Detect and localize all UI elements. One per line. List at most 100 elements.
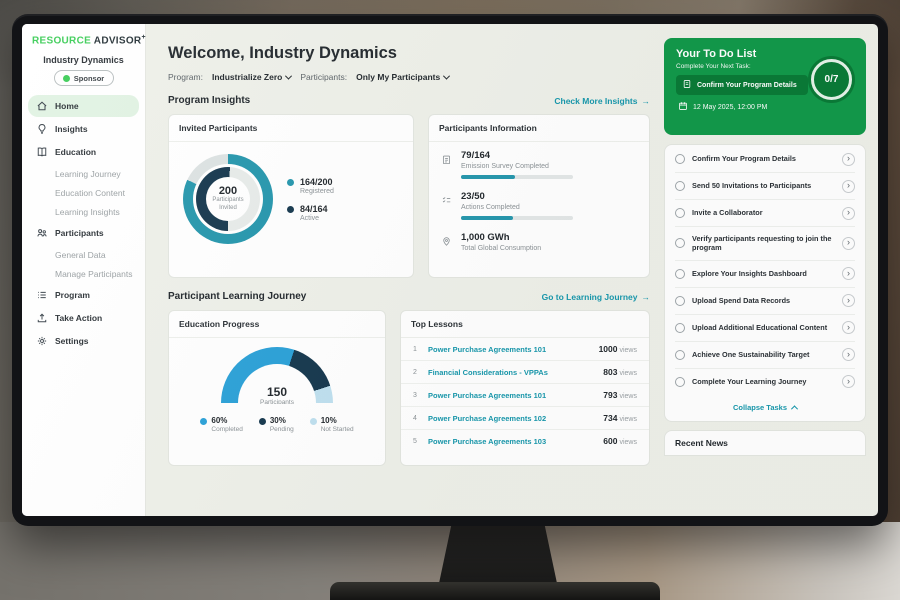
checkbox-icon[interactable]	[675, 181, 685, 191]
go-to-learning-journey-link[interactable]: Go to Learning Journey →	[542, 292, 650, 302]
participants-filter-value: Only My Participants	[356, 72, 441, 82]
top-lessons-card: Top Lessons 1 Power Purchase Agreements …	[400, 310, 650, 466]
sidebar-item-education-content[interactable]: Education Content	[55, 187, 125, 198]
legend-value: 164/200	[300, 176, 333, 187]
sidebar-item-general-data[interactable]: General Data	[55, 249, 106, 260]
gear-icon	[36, 335, 48, 347]
task-label: Achieve One Sustainability Target	[692, 349, 810, 359]
donut-center-value: 200	[218, 185, 238, 198]
chevron-right-icon[interactable]: ›	[842, 179, 855, 193]
info-label: Actions Completed	[461, 204, 520, 211]
recent-news-header[interactable]: Recent News	[664, 429, 866, 456]
checkbox-icon[interactable]	[675, 238, 685, 249]
gauge-center-value: 150	[266, 385, 288, 399]
chevron-right-icon[interactable]: ›	[842, 348, 855, 362]
legend-item-not-started: 10% Not Started	[309, 416, 354, 433]
dashboard-screen: RESOURCE ADVISOR+ Industry Dynamics Spon…	[22, 24, 878, 516]
chevron-right-icon[interactable]: ›	[842, 206, 855, 220]
info-value: 23/50	[461, 191, 485, 202]
home-icon	[36, 100, 48, 112]
sidebar-item-take-action[interactable]: Take Action	[28, 307, 139, 329]
task-item[interactable]: Invite a Collaborator ›	[675, 200, 855, 227]
chevron-right-icon[interactable]: ›	[842, 321, 855, 335]
task-label: Upload Spend Data Records	[692, 295, 791, 305]
lesson-rank: 2	[413, 368, 417, 376]
chevron-right-icon[interactable]: ›	[842, 236, 855, 250]
teal-dot-icon	[287, 178, 294, 186]
legend-item-active: 84/164 Active	[287, 204, 334, 222]
info-label: Emission Survey Completed	[461, 163, 549, 170]
sidebar-item-settings[interactable]: Settings	[28, 330, 139, 352]
lesson-link[interactable]: Power Purchase Agreements 102	[428, 413, 547, 423]
sidebar-item-home[interactable]: Home	[28, 95, 139, 118]
chevron-right-icon[interactable]: ›	[842, 152, 855, 166]
lesson-row: 5 Power Purchase Agreements 103 600 views	[401, 430, 649, 452]
task-item[interactable]: Explore Your Insights Dashboard ›	[675, 261, 855, 288]
lesson-row: 2 Financial Considerations - VPPAs 803 vi…	[401, 361, 649, 384]
sidebar-item-label: Program	[55, 290, 90, 301]
progress-bar	[461, 216, 573, 220]
checkbox-icon[interactable]	[675, 268, 685, 279]
task-item[interactable]: Achieve One Sustainability Target ›	[675, 342, 855, 369]
task-item[interactable]: Confirm Your Program Details ›	[675, 146, 855, 173]
document-icon	[682, 79, 692, 91]
program-filter-dropdown[interactable]: Industrialize Zero	[212, 72, 293, 82]
legend-value: 10%	[320, 416, 337, 425]
views-suffix: views	[619, 370, 637, 377]
task-item[interactable]: Upload Spend Data Records ›	[675, 288, 855, 315]
checkbox-icon[interactable]	[675, 154, 685, 164]
info-row-actions: 23/50 Actions Completed	[429, 183, 649, 224]
chevron-right-icon[interactable]: ›	[842, 267, 855, 281]
views-suffix: views	[619, 416, 637, 423]
navy-dot-icon	[287, 205, 294, 213]
task-item[interactable]: Verify participants requesting to join t…	[675, 227, 855, 261]
check-more-insights-link[interactable]: Check More Insights →	[554, 96, 650, 106]
learning-journey-header: Participant Learning Journey Go to Learn…	[168, 291, 650, 302]
checkbox-icon[interactable]	[675, 322, 685, 333]
program-insights-cards: Invited Participants 200 Participants In…	[168, 114, 650, 278]
lesson-link[interactable]: Financial Considerations - VPPAs	[428, 367, 548, 377]
views-suffix: views	[619, 439, 637, 446]
checkbox-icon[interactable]	[675, 349, 685, 360]
section-title: Program Insights	[168, 95, 251, 106]
sidebar-item-program[interactable]: Program	[28, 284, 139, 306]
todo-progress-value: 0/7	[824, 74, 839, 85]
lesson-link[interactable]: Power Purchase Agreements 103	[428, 436, 547, 446]
checkbox-icon[interactable]	[675, 208, 685, 218]
next-task-button[interactable]: Confirm Your Program Details	[676, 75, 808, 95]
task-item[interactable]: Upload Additional Educational Content ›	[675, 315, 855, 342]
sidebar-item-manage-participants[interactable]: Manage Participants	[55, 268, 133, 279]
task-label: Verify participants requesting to join t…	[692, 233, 832, 253]
lesson-link[interactable]: Power Purchase Agreements 101	[428, 344, 547, 354]
donut-center-label: Participants Invited	[212, 197, 244, 211]
task-item[interactable]: Complete Your Learning Journey ›	[675, 369, 855, 395]
task-item[interactable]: Send 50 Invitations to Participants ›	[675, 173, 855, 200]
collapse-tasks-link[interactable]: Collapse Tasks	[675, 395, 855, 420]
sidebar-item-education[interactable]: Education	[28, 141, 139, 163]
sidebar-item-learning-journey[interactable]: Learning Journey	[55, 168, 121, 179]
sidebar-item-learning-insights[interactable]: Learning Insights	[55, 206, 120, 217]
sponsor-badge[interactable]: Sponsor	[53, 70, 114, 87]
sidebar-item-insights[interactable]: Insights	[28, 118, 139, 140]
checkbox-icon[interactable]	[675, 376, 685, 387]
sidebar-item-label: Settings	[55, 336, 89, 347]
participants-filter-dropdown[interactable]: Only My Participants	[356, 72, 451, 82]
logo-text-secondary: ADVISOR	[93, 35, 142, 47]
program-insights-header: Program Insights Check More Insights →	[168, 95, 650, 106]
checkbox-icon[interactable]	[675, 295, 685, 306]
chevron-right-icon[interactable]: ›	[842, 294, 855, 308]
views-suffix: views	[619, 347, 637, 354]
link-label: Go to Learning Journey	[541, 291, 638, 302]
next-task-label: Confirm Your Program Details	[697, 81, 797, 89]
task-label: Send 50 Invitations to Participants	[692, 181, 812, 191]
chevron-right-icon[interactable]: ›	[842, 375, 855, 389]
legend-value: 30%	[269, 416, 286, 425]
clipboard-icon	[441, 152, 453, 165]
chevron-up-icon	[790, 405, 799, 413]
lesson-link[interactable]: Power Purchase Agreements 101	[428, 390, 547, 400]
card-title: Top Lessons	[401, 311, 649, 338]
lesson-views: 734	[603, 413, 618, 423]
gauge-center-label: Participants	[260, 399, 294, 404]
sidebar-item-participants[interactable]: Participants	[28, 222, 139, 244]
todo-column: Your To Do List Complete Your Next Task:…	[664, 24, 878, 516]
